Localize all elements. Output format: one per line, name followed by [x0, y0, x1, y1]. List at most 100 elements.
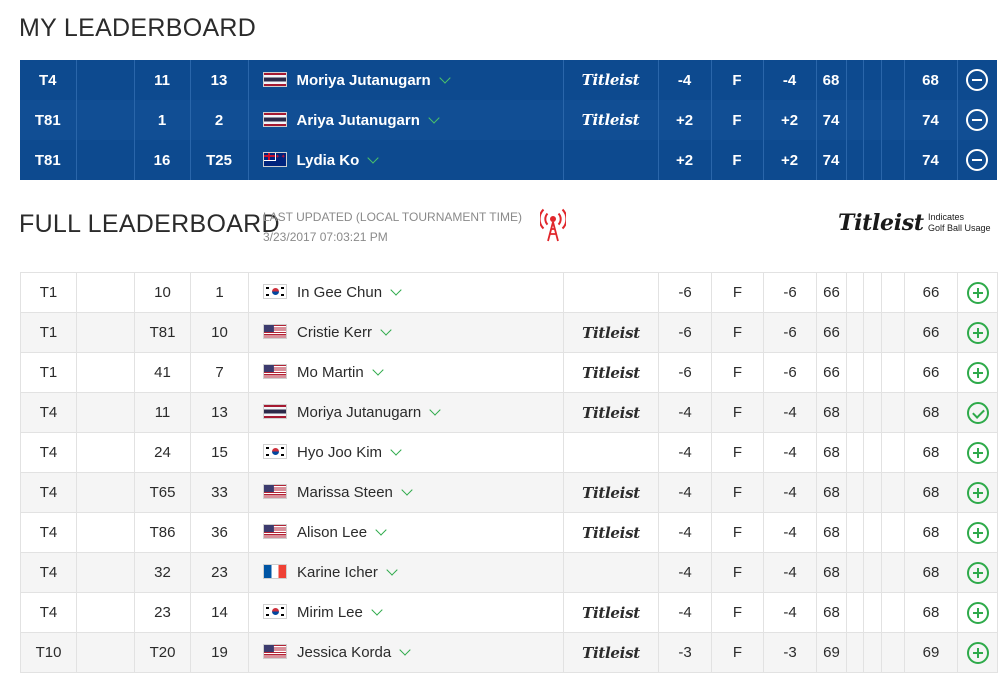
chevron-down-icon[interactable] [390, 284, 402, 296]
strokes-cell: 74 [904, 140, 958, 180]
plus-circle-icon[interactable] [966, 601, 989, 624]
player-cell[interactable]: Mirim Lee [248, 592, 564, 633]
flag-nz-icon [262, 151, 287, 167]
stat-cell: 10 [190, 312, 249, 353]
today-score-cell: -6 [658, 312, 712, 353]
player-cell[interactable]: Alison Lee [248, 512, 564, 553]
titleist-logo: Titleist [582, 403, 640, 422]
round-1-cell: 66 [816, 312, 847, 353]
thru-cell: F [711, 352, 764, 393]
ball-cell: Titleist [563, 392, 659, 433]
player-name[interactable]: Marissa Steen [297, 484, 393, 501]
thru-cell: F [711, 100, 764, 140]
blank-cell [76, 432, 135, 473]
strokes-cell: 68 [904, 472, 958, 513]
player-name[interactable]: Hyo Joo Kim [297, 444, 383, 461]
leaderboard-row: T81 1 2 Ariya Jutanugarn Titleist +2 F +2 74 74 [20, 100, 997, 140]
strokes-cell: 68 [904, 392, 958, 433]
plus-circle-icon[interactable] [966, 321, 989, 344]
chevron-down-icon[interactable] [439, 71, 451, 84]
round-4-cell [881, 392, 905, 433]
player-name[interactable]: Karine Icher [297, 564, 378, 581]
action-cell [957, 352, 998, 393]
player-cell[interactable]: Jessica Korda [248, 632, 564, 673]
leaderboard-row: T4 32 23 Karine Icher -4 F -4 68 68 [20, 552, 998, 593]
chevron-down-icon[interactable] [428, 111, 440, 124]
thru-cell: F [711, 60, 764, 100]
chevron-down-icon[interactable] [371, 604, 383, 616]
plus-circle-icon[interactable] [966, 521, 989, 544]
player-cell[interactable]: Ariya Jutanugarn [248, 100, 564, 140]
player-name[interactable]: Lydia Ko [296, 151, 360, 169]
thru-cell: F [711, 392, 764, 433]
plus-circle-icon[interactable] [966, 561, 989, 584]
player-name[interactable]: Ariya Jutanugarn [296, 111, 420, 129]
flag-fr-icon [263, 564, 287, 579]
stat-cell: 32 [134, 552, 191, 593]
titleist-logo: Titleist [582, 523, 640, 542]
blank-cell [76, 272, 135, 313]
titleist-logo: Titleist [838, 210, 924, 236]
position-cell: T4 [20, 592, 77, 633]
chevron-down-icon[interactable] [390, 444, 402, 456]
player-name[interactable]: Mirim Lee [297, 604, 363, 621]
minus-circle-icon[interactable] [966, 109, 989, 131]
stat-cell: 7 [190, 352, 249, 393]
player-name[interactable]: Moriya Jutanugarn [296, 71, 431, 89]
player-cell[interactable]: Hyo Joo Kim [248, 432, 564, 473]
last-updated-label: LAST UPDATED (LOCAL TOURNAMENT TIME) [263, 210, 522, 224]
position-cell: T1 [20, 352, 77, 393]
player-cell[interactable]: Cristie Kerr [248, 312, 564, 353]
player-name[interactable]: Jessica Korda [297, 644, 392, 661]
player-name[interactable]: Moriya Jutanugarn [297, 404, 422, 421]
my-leaderboard-table: T4 11 13 Moriya Jutanugarn Titleist -4 F -4 68 68… [20, 60, 997, 180]
live-broadcast-icon[interactable] [540, 206, 566, 242]
player-name[interactable]: In Gee Chun [297, 284, 383, 301]
leaderboard-row: T10 T20 19 Jessica Korda Titleist -3 F -3 69 69 [20, 632, 998, 673]
chevron-down-icon[interactable] [372, 364, 384, 376]
check-circle-icon[interactable] [966, 401, 989, 424]
player-cell[interactable]: Lydia Ko [248, 140, 564, 180]
thru-cell: F [711, 552, 764, 593]
position-cell: T81 [20, 100, 77, 140]
today-score-cell: -4 [658, 592, 712, 633]
chevron-down-icon[interactable] [429, 404, 441, 416]
player-cell[interactable]: Karine Icher [248, 552, 564, 593]
chevron-down-icon[interactable] [367, 151, 379, 164]
minus-circle-icon[interactable] [966, 149, 989, 171]
blank-cell [76, 352, 135, 393]
plus-circle-icon[interactable] [966, 361, 989, 384]
player-name[interactable]: Cristie Kerr [297, 324, 373, 341]
thru-cell: F [711, 432, 764, 473]
blank-cell [76, 60, 135, 100]
plus-circle-icon[interactable] [966, 281, 989, 304]
chevron-down-icon[interactable] [399, 644, 411, 656]
plus-circle-icon[interactable] [966, 481, 989, 504]
strokes-cell: 68 [904, 432, 958, 473]
today-score-cell: -6 [658, 352, 712, 393]
chevron-down-icon[interactable] [401, 484, 413, 496]
chevron-down-icon[interactable] [386, 564, 398, 576]
round-1-cell: 74 [816, 140, 847, 180]
plus-circle-icon[interactable] [966, 441, 989, 464]
chevron-down-icon[interactable] [375, 524, 387, 536]
player-cell[interactable]: In Gee Chun [248, 272, 564, 313]
player-cell[interactable]: Moriya Jutanugarn [248, 392, 564, 433]
minus-circle-icon[interactable] [966, 69, 989, 91]
player-name[interactable]: Alison Lee [297, 524, 368, 541]
player-name[interactable]: Mo Martin [297, 364, 364, 381]
plus-circle-icon[interactable] [966, 641, 989, 664]
round-1-cell: 68 [816, 472, 847, 513]
round-2-cell [846, 60, 864, 100]
flag-th-icon [262, 111, 287, 127]
total-score-cell: -4 [763, 472, 817, 513]
thru-cell: F [711, 592, 764, 633]
player-cell[interactable]: Mo Martin [248, 352, 564, 393]
player-cell[interactable]: Marissa Steen [248, 472, 564, 513]
round-3-cell [863, 140, 882, 180]
chevron-down-icon[interactable] [380, 324, 392, 336]
stat-cell: 15 [190, 432, 249, 473]
titleist-logo: Titleist [582, 483, 640, 502]
player-cell[interactable]: Moriya Jutanugarn [248, 60, 564, 100]
strokes-cell: 69 [904, 632, 958, 673]
